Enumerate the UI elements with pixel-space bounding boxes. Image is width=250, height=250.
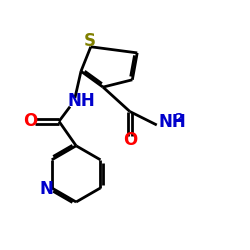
Text: NH: NH [67,92,95,110]
Text: NH: NH [158,113,186,131]
Text: S: S [84,32,96,50]
Text: N: N [40,180,53,198]
Text: O: O [23,112,37,130]
Text: 2: 2 [175,112,184,125]
Text: O: O [123,131,137,149]
